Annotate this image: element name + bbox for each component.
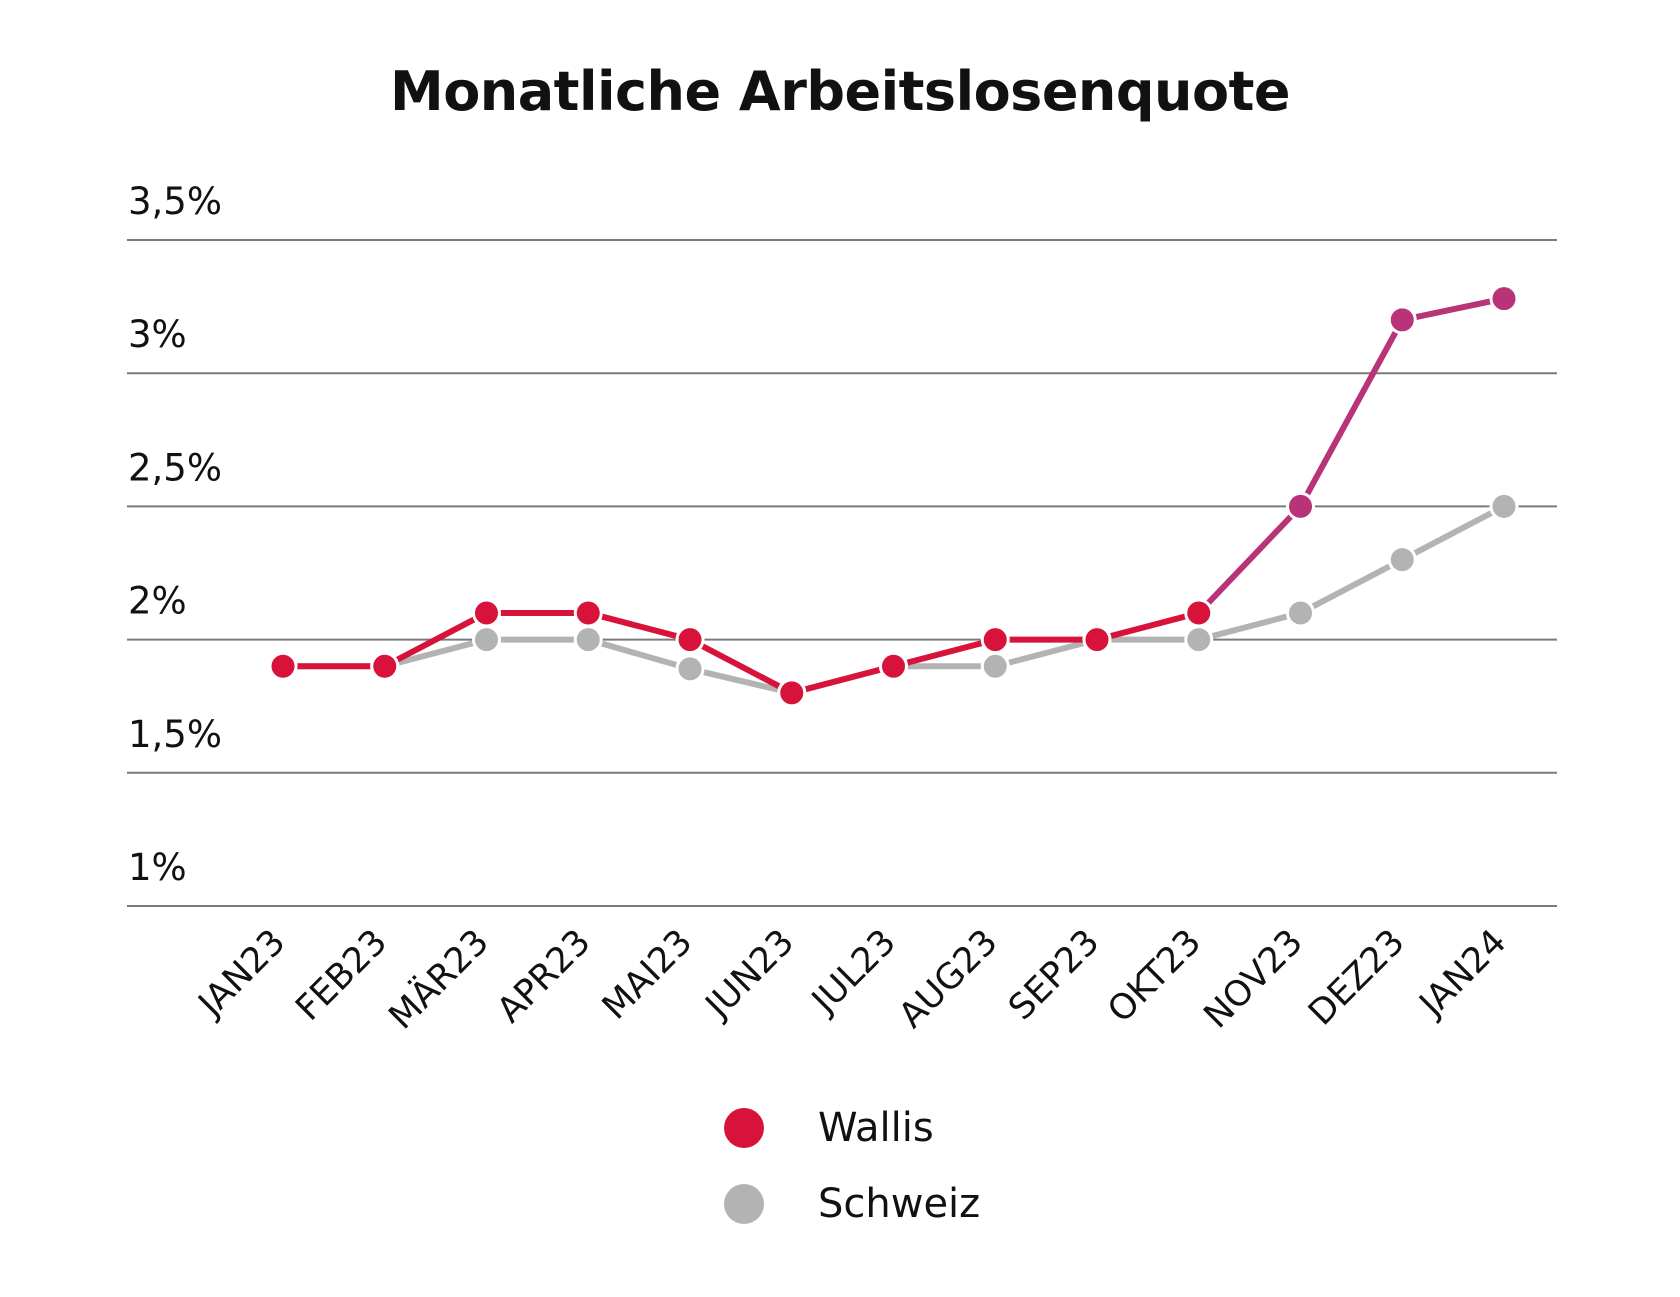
y-tick-label-1: 1,5% [128, 713, 222, 756]
series-segment-schweiz-9 [1195, 609, 1304, 643]
x-tick-label-7: AUG23 [892, 922, 1006, 1036]
series-segment-schweiz-7 [992, 636, 1100, 670]
data-point-wallis-3 [573, 598, 603, 628]
data-point-schweiz-10 [1286, 598, 1315, 628]
grid-lines [127, 239, 1557, 907]
x-tick-label-10: NOV23 [1197, 922, 1311, 1036]
legend-item-wallis: Wallis [724, 1100, 980, 1156]
series-segment-schweiz-3 [585, 636, 693, 672]
chart-title: Monatliche Arbeitslosenquote [389, 60, 1291, 123]
series-segment-wallis-1 [381, 609, 490, 670]
series-points [268, 284, 1519, 708]
legend-item-schweiz: Schweiz [724, 1176, 980, 1232]
x-tick-label-2: MÄR23 [380, 921, 497, 1038]
x-tick-label-1: FEB23 [288, 922, 395, 1029]
series-segment-wallis-3 [585, 609, 693, 643]
series-segment-wallis-9 [1195, 503, 1304, 616]
data-point-wallis-7 [980, 625, 1010, 655]
data-point-wallis-10 [1286, 491, 1315, 521]
x-tick-label-9: OKT23 [1100, 922, 1209, 1031]
x-tick-label-12: JAN24 [1411, 922, 1515, 1026]
data-point-wallis-2 [472, 598, 501, 628]
data-point-wallis-8 [1082, 625, 1112, 655]
series-segment-wallis-8 [1094, 609, 1202, 643]
series-segment-wallis-11 [1399, 295, 1507, 323]
legend-swatch-wallis [724, 1108, 764, 1148]
data-point-schweiz-3 [573, 625, 603, 655]
series-segment-wallis-5 [788, 663, 897, 696]
data-point-schweiz-7 [980, 651, 1010, 681]
legend-swatch-schweiz [724, 1184, 764, 1224]
y-tick-label-4: 3% [128, 313, 187, 356]
data-point-schweiz-12 [1489, 491, 1519, 521]
data-point-wallis-0 [268, 651, 298, 681]
data-point-schweiz-4 [675, 654, 705, 684]
legend: Wallis Schweiz [724, 1100, 980, 1252]
x-tick-label-6: JUL23 [803, 922, 903, 1022]
series-segment-schweiz-10 [1297, 556, 1406, 616]
data-point-schweiz-11 [1387, 545, 1417, 575]
y-tick-label-5: 3,5% [128, 180, 222, 223]
x-tick-label-3: APR23 [490, 922, 599, 1031]
x-tick-label-5: JUN23 [697, 922, 802, 1027]
series-segment-schweiz-1 [381, 636, 490, 670]
series-segment-wallis-10 [1297, 316, 1406, 510]
y-tick-label-0: 1% [128, 846, 187, 889]
data-point-schweiz-2 [472, 625, 501, 655]
data-point-wallis-1 [370, 651, 400, 681]
series-segment-wallis-4 [687, 636, 795, 696]
legend-label-wallis: Wallis [818, 1105, 934, 1151]
y-tick-label-2: 2% [128, 580, 187, 623]
data-point-wallis-6 [879, 651, 908, 681]
y-tick-label-3: 2,5% [128, 446, 222, 489]
data-point-wallis-5 [777, 678, 807, 708]
data-point-wallis-9 [1184, 598, 1214, 628]
data-point-schweiz-9 [1184, 625, 1214, 655]
series-segment-schweiz-11 [1399, 503, 1507, 563]
y-axis-labels: 1% 1,5% 2% 2,5% 3% 3,5% [128, 180, 222, 889]
series-segment-wallis-6 [890, 636, 999, 670]
x-tick-label-0: JAN23 [190, 922, 294, 1026]
data-point-wallis-11 [1387, 305, 1417, 335]
data-point-wallis-4 [675, 625, 705, 655]
x-tick-label-4: MAI23 [595, 922, 700, 1027]
series-segment-schweiz-4 [687, 665, 795, 696]
series-lines [280, 295, 1507, 696]
x-tick-label-8: SEP23 [1001, 922, 1107, 1028]
x-tick-label-11: DEZ23 [1301, 922, 1412, 1033]
legend-label-schweiz: Schweiz [818, 1181, 981, 1227]
data-point-wallis-12 [1489, 284, 1519, 314]
